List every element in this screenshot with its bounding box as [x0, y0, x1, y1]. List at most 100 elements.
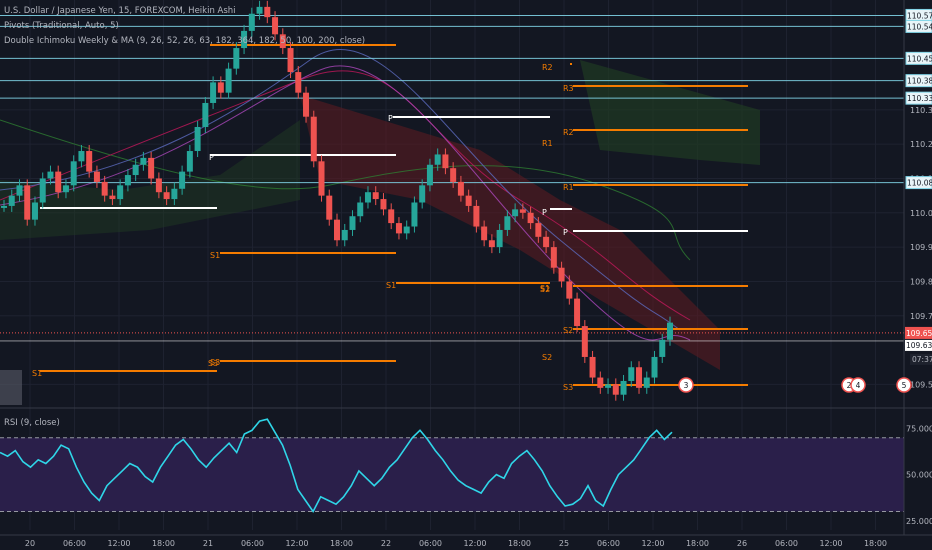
price-tick: 110.300 — [910, 106, 932, 115]
price-tick: 110.000 — [910, 209, 932, 218]
level-badge-bg — [905, 19, 932, 33]
level-badge: 110.543 — [907, 22, 932, 31]
candle-body — [667, 322, 673, 340]
candle-body — [558, 267, 565, 282]
time-tick: 12:00 — [107, 539, 130, 548]
candle-body — [334, 219, 340, 241]
candle-body — [272, 17, 279, 35]
candle-body — [341, 229, 348, 241]
candle-body — [527, 212, 534, 224]
countdown-badge-bg — [910, 353, 932, 365]
candle-body — [395, 223, 402, 234]
candle-body — [643, 377, 650, 388]
time-tick: 06:00 — [241, 539, 264, 548]
price-tick: 109.900 — [910, 243, 932, 252]
candle-body — [171, 188, 178, 200]
price-badges: 110.575 110.543 110.450 110.385 110.334 110.0… — [0, 8, 932, 405]
pivot-label: S3 — [208, 359, 218, 368]
candle-body — [543, 236, 550, 248]
time-tick: 26 — [737, 539, 747, 548]
pivot-label: S1 — [540, 284, 550, 293]
candle-body — [496, 229, 503, 248]
candle-body — [117, 185, 124, 200]
candle-body — [233, 48, 240, 69]
candle-body — [248, 13, 255, 31]
candle-body — [225, 68, 232, 93]
candle-body — [101, 181, 108, 196]
candle-body — [217, 82, 224, 93]
time-tick: 12:00 — [819, 539, 842, 548]
candle-body — [481, 226, 488, 241]
pivot-label: S1 — [32, 369, 42, 378]
pivot-label: P — [209, 153, 214, 162]
rsi-pane — [0, 418, 904, 514]
time-tick: 12:00 — [463, 539, 486, 548]
ma-line — [0, 119, 691, 261]
rsi-tick: 75.0000 — [906, 424, 932, 433]
candle-body — [326, 195, 333, 220]
candle-body — [488, 240, 495, 248]
secondary-badge-bg — [905, 339, 932, 351]
event-badge-label: 5 — [902, 381, 907, 390]
candle-body — [380, 199, 387, 210]
candle-body — [620, 380, 627, 395]
candle-body — [279, 34, 286, 49]
candle-body — [86, 151, 93, 172]
pivot-label: R3 — [563, 84, 574, 93]
candle-body — [148, 157, 155, 179]
rsi-legend: RSI (9, close) — [4, 418, 60, 428]
green-cloud-left — [0, 120, 300, 240]
price-tick: 110.200 — [910, 140, 932, 149]
candle-body — [504, 216, 511, 230]
candle-body — [287, 48, 294, 73]
time-tick: 18:00 — [686, 539, 709, 548]
pivot-levels: R2R3R2R1R1S1S1S1S2S2S3S3S2S3S1PPPPP — [32, 44, 748, 392]
candle-body — [16, 185, 23, 196]
current-price-badge-bg — [905, 326, 932, 339]
candle-body — [241, 30, 248, 49]
event-badge — [896, 377, 912, 393]
candle-body — [357, 202, 364, 217]
candle-body — [124, 175, 131, 186]
time-tick: 06:00 — [597, 539, 620, 548]
pivot-label: R1 — [542, 139, 553, 148]
time-tick: 06:00 — [775, 539, 798, 548]
price-tick: 109.700 — [910, 312, 932, 321]
price-tick: 109.500 — [910, 380, 932, 389]
rsi-band — [0, 437, 904, 512]
time-tick: 06:00 — [63, 539, 86, 548]
pivot-label: R1 — [563, 183, 574, 192]
candle-body — [186, 151, 193, 172]
level-badge-bg — [905, 176, 932, 190]
pivot-label: R2 — [563, 128, 574, 137]
pivot-label: P — [388, 114, 393, 123]
candle-body — [450, 168, 457, 182]
time-tick: 12:00 — [285, 539, 308, 548]
candle-body — [566, 281, 573, 299]
event-badge-label: 4 — [856, 381, 861, 390]
candle-body — [636, 367, 643, 388]
candle-body — [179, 171, 186, 189]
pivot-label: S2 — [540, 285, 550, 294]
rsi-tick: 25.0000 — [906, 517, 932, 526]
candle-body — [132, 164, 139, 176]
level-badge: 110.334 — [907, 94, 932, 103]
candle-body — [419, 185, 426, 203]
candle-body — [364, 192, 371, 203]
red-cloud — [300, 95, 720, 370]
candle-body — [411, 202, 418, 227]
event-badge-label: 2 — [847, 381, 852, 390]
candle-body — [31, 202, 38, 220]
ichimoku-clouds — [0, 60, 760, 370]
candle-body — [39, 178, 46, 203]
candle-body — [597, 377, 604, 388]
candle-body — [109, 195, 116, 200]
pivot-label: S3 — [210, 358, 220, 367]
candle-body — [519, 209, 526, 213]
time-tick: 25 — [559, 539, 569, 548]
candle-body — [535, 223, 542, 237]
pivot-label: S2 — [542, 353, 552, 362]
candle-body — [47, 171, 54, 179]
candle-body — [473, 205, 480, 227]
